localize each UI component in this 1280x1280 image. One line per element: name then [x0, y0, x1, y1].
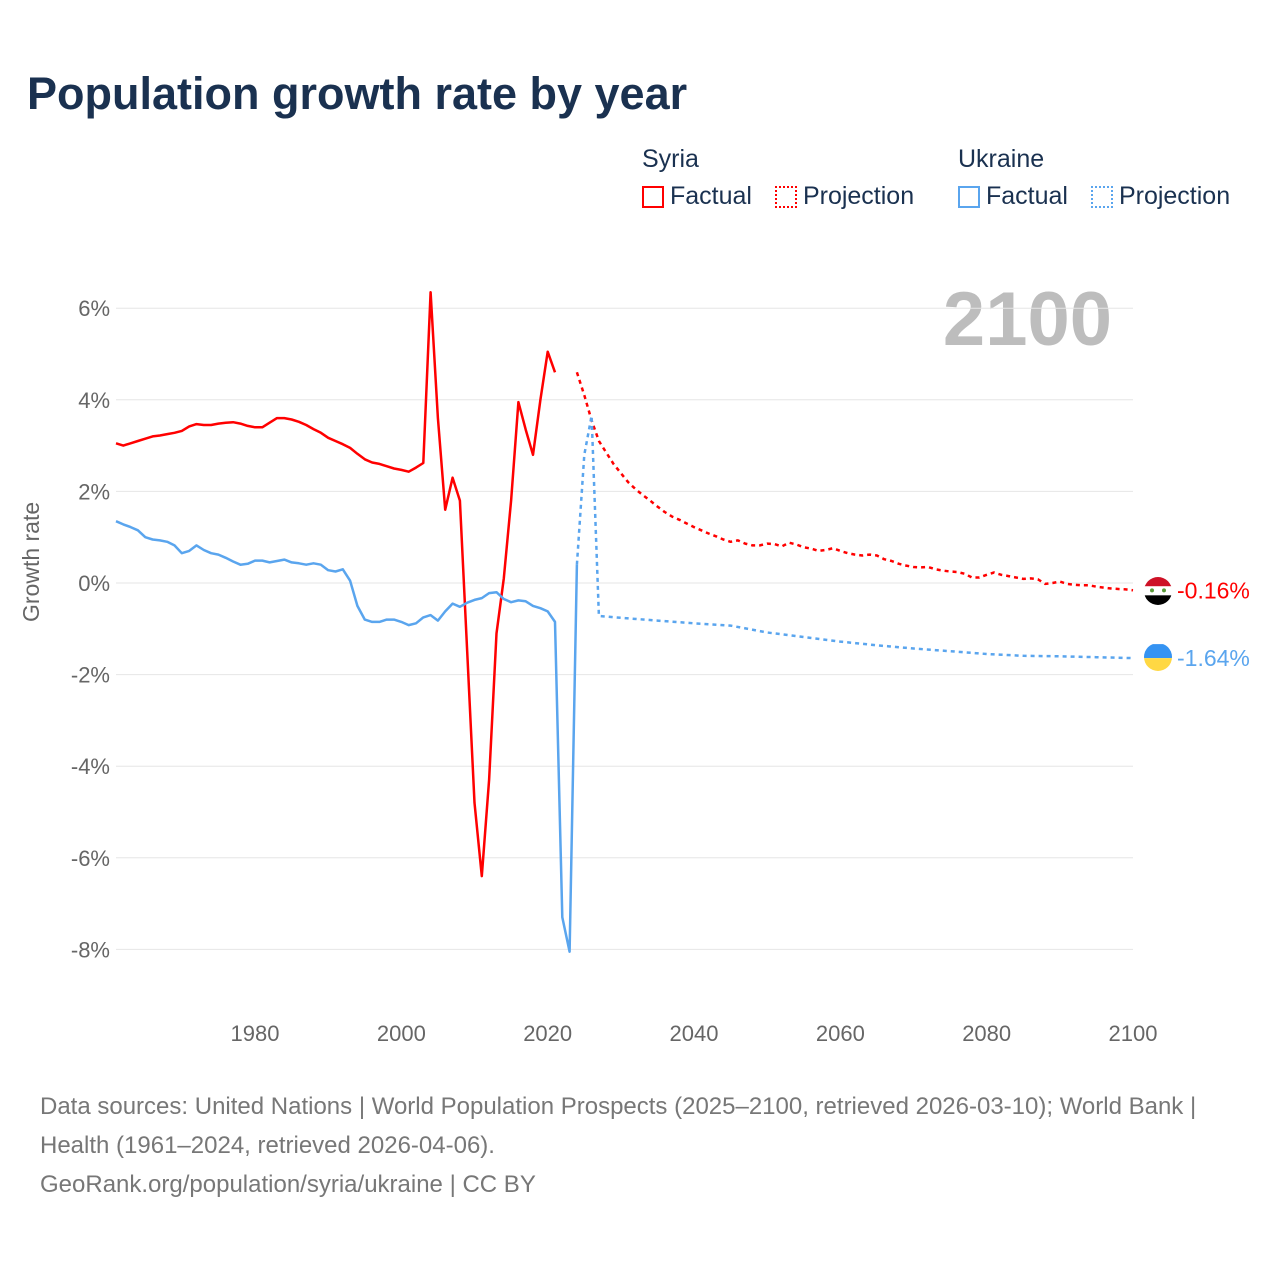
flag-stripe [1144, 577, 1172, 587]
legend-label: Factual [670, 182, 752, 210]
legend-syria: Syria Factual Projection [642, 145, 930, 215]
flag-star [1150, 588, 1154, 593]
flag-stripe [1144, 595, 1172, 605]
flag-stripe [1144, 658, 1172, 671]
legend-ukraine-projection[interactable]: Projection [1090, 182, 1231, 211]
solid-swatch-icon [642, 185, 664, 208]
line-syria-factual [115, 290, 557, 878]
credit-link[interactable]: GeoRank.org/population/syria/ukraine | C… [40, 1171, 536, 1198]
y-tick-label: -2% [71, 663, 110, 688]
legend-syria-projection[interactable]: Projection [774, 182, 915, 211]
syria-flag-icon [1144, 577, 1172, 605]
ukraine-flag-icon [1144, 644, 1172, 671]
y-tick-label: 0% [78, 571, 110, 596]
current-year-label: 2100 [942, 277, 1112, 362]
chart-plot: 6% 4% 2% 0% -2% -4% -6% -8% 1980 2000 2020 2040 2060… [71, 290, 1250, 1046]
x-tick-label: 1980 [231, 1021, 280, 1046]
dotted-swatch-icon [774, 185, 797, 208]
flag-stripe [1144, 586, 1172, 596]
legend-syria-factual[interactable]: Factual [642, 182, 752, 211]
x-tick-label: 2000 [377, 1021, 426, 1046]
y-tick-label: 6% [78, 296, 110, 321]
legend-label: Projection [802, 182, 915, 210]
chart-title: Population growth rate by year [27, 68, 688, 119]
footer: Data sources: United Nations | World Pop… [40, 1087, 1240, 1204]
line-syria-projection [575, 371, 1134, 592]
legend-ukraine: Ukraine Factual Projection [958, 145, 1246, 215]
dotted-swatch-icon [1090, 185, 1113, 208]
end-value-label: -0.16% [1177, 577, 1250, 603]
legend-group-name: Syria [642, 145, 699, 173]
y-tick-label: 2% [78, 479, 110, 504]
x-tick-label: 2080 [962, 1021, 1011, 1046]
data-sources: Data sources: United Nations | World Pop… [40, 1093, 1197, 1159]
line-ukraine-projection [575, 414, 1134, 660]
x-tick-label: 2100 [1109, 1021, 1158, 1046]
y-tick-label: -6% [71, 846, 110, 871]
x-tick-label: 2040 [670, 1021, 719, 1046]
x-tick-label: 2060 [816, 1021, 865, 1046]
y-tick-label: -4% [71, 754, 110, 779]
y-tick-label: 4% [78, 388, 110, 413]
flag-stripe [1144, 644, 1172, 659]
legend-label: Factual [986, 182, 1068, 210]
solid-swatch-icon [958, 185, 980, 208]
legend-label: Projection [1118, 182, 1231, 210]
legend-ukraine-factual[interactable]: Factual [958, 182, 1068, 211]
line-ukraine-factual [115, 520, 579, 953]
x-tick-label: 2020 [523, 1021, 572, 1046]
y-tick-label: -8% [71, 937, 110, 962]
end-value-label: -1.64% [1177, 645, 1250, 671]
flag-star [1162, 588, 1166, 593]
legend-group-name: Ukraine [958, 145, 1045, 173]
